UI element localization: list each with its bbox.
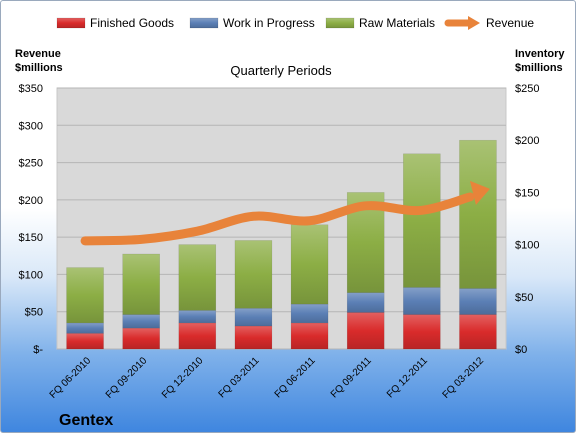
bar-finished-goods <box>459 314 497 350</box>
legend-label-work-in-progress: Work in Progress <box>223 16 315 30</box>
right-tick-label: $0 <box>515 344 527 356</box>
left-tick-label: $100 <box>19 269 43 281</box>
left-tick-label: $350 <box>19 83 43 95</box>
bar-work-in-progress <box>459 288 497 315</box>
bar-raw-materials <box>122 253 160 315</box>
legend-swatch-raw-materials <box>325 17 355 29</box>
x-tick-label: FQ 09-2010 <box>104 355 150 401</box>
left-axis-ticks: $- $50 $100 $150 $200 $250 $300 $350 <box>19 83 44 356</box>
left-axis-title-line-1: Revenue <box>15 48 61 60</box>
legend-label-raw-materials: Raw Materials <box>359 16 435 30</box>
left-tick-label: $250 <box>19 158 43 170</box>
legend: Finished Goods Work in Progress Raw Materi… <box>56 16 534 30</box>
bars <box>66 139 497 350</box>
x-tick-label: FQ 06-2010 <box>48 355 94 401</box>
right-tick-label: $150 <box>515 187 539 199</box>
x-tick-label: FQ 12-2011 <box>385 355 430 400</box>
legend-label-revenue: Revenue <box>486 16 534 30</box>
bar-raw-materials <box>66 267 104 324</box>
right-axis-title-line-2: $millions <box>515 62 563 74</box>
left-axis-title-line-2: $millions <box>15 62 63 74</box>
left-tick-label: $- <box>33 344 43 356</box>
bar-work-in-progress <box>403 287 441 315</box>
revenue-arrowhead <box>469 180 490 205</box>
right-tick-label: $200 <box>515 135 539 147</box>
legend-arrow-revenue <box>468 16 480 30</box>
bar-work-in-progress <box>178 310 217 324</box>
bar-raw-materials <box>234 240 273 309</box>
legend-label-finished-goods: Finished Goods <box>90 16 174 30</box>
right-axis-title-line-1: Inventory <box>515 48 565 60</box>
bar-finished-goods <box>234 325 273 350</box>
bar-finished-goods <box>403 314 441 350</box>
x-axis-ticks: FQ 06-2010 FQ 09-2010 FQ 12-2010 FQ 03-2011… <box>48 355 487 401</box>
legend-swatch-work-in-progress <box>189 17 219 29</box>
x-tick-label: FQ 09-2011 <box>329 355 374 400</box>
bar-raw-materials <box>459 139 497 289</box>
left-tick-label: $300 <box>19 120 43 132</box>
bar-finished-goods <box>290 322 329 350</box>
bar-raw-materials <box>290 224 329 305</box>
x-tick-label: FQ 03-2011 <box>217 355 262 400</box>
bar-work-in-progress <box>346 292 385 313</box>
x-tick-label: FQ 03-2012 <box>441 355 487 401</box>
bar-finished-goods <box>346 312 385 350</box>
bar-raw-materials <box>403 153 441 288</box>
company-name: Gentex <box>59 412 113 429</box>
chart-subtitle: Quarterly Periods <box>230 63 332 78</box>
right-tick-label: $250 <box>515 83 539 95</box>
x-tick-label: FQ 06-2011 <box>273 355 318 400</box>
bar-finished-goods <box>66 333 104 350</box>
bar-work-in-progress <box>122 314 160 329</box>
legend-swatch-finished-goods <box>56 17 86 29</box>
left-tick-label: $50 <box>25 307 43 319</box>
right-tick-label: $100 <box>515 240 539 252</box>
left-tick-label: $150 <box>19 232 43 244</box>
bar-finished-goods <box>122 327 160 350</box>
right-tick-label: $50 <box>515 292 533 304</box>
revenue-line-layer <box>80 180 490 246</box>
bar-work-in-progress <box>234 308 273 327</box>
bar-work-in-progress <box>290 303 329 324</box>
x-tick-label: FQ 12-2010 <box>160 355 206 401</box>
right-axis-ticks: $0 $50 $100 $150 $200 $250 <box>515 83 539 356</box>
bar-raw-materials <box>178 244 217 311</box>
bar-work-in-progress <box>66 322 104 334</box>
bar-finished-goods <box>178 322 217 350</box>
revenue-line <box>80 192 475 246</box>
left-tick-label: $200 <box>19 195 43 207</box>
